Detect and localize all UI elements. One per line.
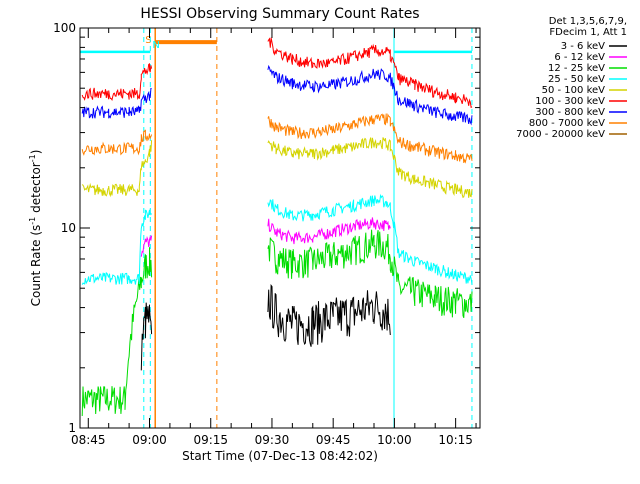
y-axis-label-part: detector	[29, 162, 43, 217]
y-axis-label-part: Count Rate (s	[29, 225, 43, 307]
y-axis-label-part: )	[29, 150, 43, 155]
legend-entry-label: 300 - 800 keV	[535, 107, 605, 118]
y-axis-label: Count Rate (s-1 detector-1)	[28, 150, 43, 307]
series-line	[140, 302, 153, 371]
x-tick-label: 10:00	[377, 433, 412, 447]
series-line	[267, 37, 473, 109]
x-tick-label: 09:15	[193, 433, 228, 447]
legend-entry-label: 50 - 100 keV	[542, 85, 606, 96]
series-line	[140, 235, 153, 257]
legend-entry-label: 6 - 12 keV	[554, 52, 605, 63]
series-line	[81, 62, 153, 101]
legend-entry-label: 3 - 6 keV	[561, 41, 605, 52]
y-tick-label: 1	[68, 421, 76, 435]
night-marker-n: N	[152, 40, 159, 51]
legend-header-line: Det 1,3,5,6,7,9,	[549, 16, 627, 27]
x-tick-label: 08:45	[71, 433, 106, 447]
x-tick-label: 09:00	[132, 433, 167, 447]
y-tick-label: 100	[53, 21, 76, 35]
y-axis-label-part: -1	[28, 217, 37, 225]
series-line	[267, 283, 391, 347]
series-line	[267, 137, 473, 199]
legend-entry-label: 800 - 7000 keV	[529, 118, 605, 129]
legend-entry-label: 100 - 300 keV	[535, 96, 605, 107]
series-line	[81, 129, 153, 156]
legend-entry-label: 25 - 50 keV	[548, 74, 605, 85]
legend: Det 1,3,5,6,7,9,FDecim 1, Att 1 3 - 6 keV…	[516, 16, 627, 140]
y-axis-label-part: -1	[28, 154, 37, 162]
x-axis-label: Start Time (07-Dec-13 08:42:02)	[182, 449, 378, 463]
series-line	[267, 217, 391, 245]
series-line	[81, 209, 153, 285]
x-tick-label: 09:45	[316, 433, 351, 447]
series-line	[267, 193, 473, 285]
series-line	[81, 140, 153, 198]
x-tick-label: 09:30	[255, 433, 290, 447]
series-line	[267, 113, 473, 164]
y-tick-label: 10	[61, 221, 76, 235]
legend-entry-label: 7000 - 20000 keV	[516, 129, 605, 140]
x-tick-label: 10:15	[438, 433, 473, 447]
series-line	[81, 247, 153, 417]
series-line	[267, 229, 473, 318]
attenuator-marker-s: S	[145, 35, 151, 46]
series-line	[81, 87, 152, 119]
series-line	[267, 64, 473, 126]
legend-entry-label: 12 - 25 keV	[548, 63, 605, 74]
chart-title: HESSI Observing Summary Count Rates	[140, 6, 419, 22]
legend-header-line: FDecim 1, Att 1	[549, 27, 627, 38]
